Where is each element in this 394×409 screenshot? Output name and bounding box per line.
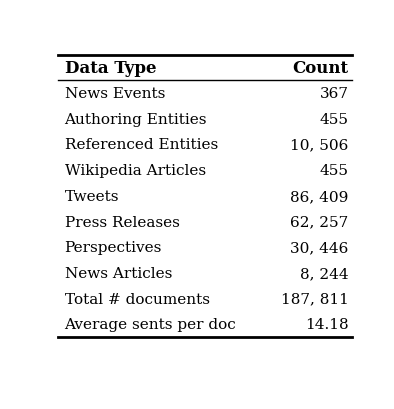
Text: 455: 455 [320, 112, 348, 126]
Text: 86, 409: 86, 409 [290, 189, 348, 203]
Text: Authoring Entities: Authoring Entities [65, 112, 207, 126]
Text: 30, 446: 30, 446 [290, 241, 348, 255]
Text: Tweets: Tweets [65, 189, 119, 203]
Text: 455: 455 [320, 164, 348, 178]
Text: 10, 506: 10, 506 [290, 138, 348, 152]
Text: 62, 257: 62, 257 [290, 215, 348, 229]
Text: 187, 811: 187, 811 [281, 292, 348, 306]
Text: Total # documents: Total # documents [65, 292, 210, 306]
Text: 14.18: 14.18 [305, 318, 348, 332]
Text: News Events: News Events [65, 87, 165, 101]
Text: Data Type: Data Type [65, 60, 156, 76]
Text: News Articles: News Articles [65, 266, 172, 280]
Text: Press Releases: Press Releases [65, 215, 179, 229]
Text: Count: Count [292, 60, 348, 76]
Text: Perspectives: Perspectives [65, 241, 162, 255]
Text: Referenced Entities: Referenced Entities [65, 138, 218, 152]
Text: Wikipedia Articles: Wikipedia Articles [65, 164, 206, 178]
Text: 8, 244: 8, 244 [300, 266, 348, 280]
Text: 367: 367 [320, 87, 348, 101]
Text: Average sents per doc: Average sents per doc [65, 318, 236, 332]
